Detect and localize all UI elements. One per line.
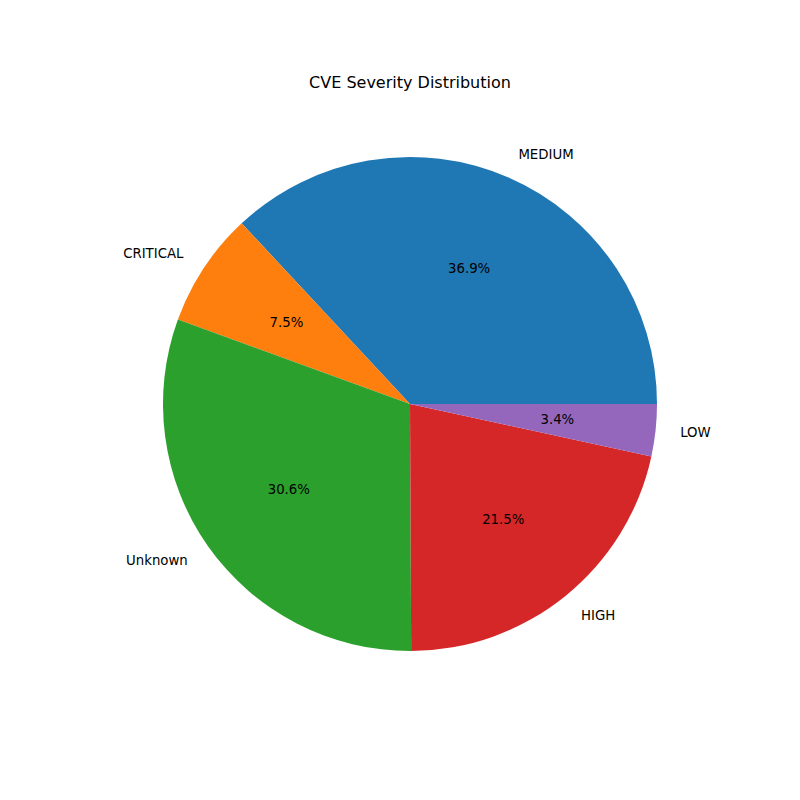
chart-container: CVE Severity Distribution MEDIUM 36.9% CRIT… (0, 0, 800, 800)
title: CVE Severity Distribution (309, 73, 511, 92)
pie-slice (163, 320, 411, 651)
chart: CVE Severity Distribution MEDIUM 36.9% CRIT… (0, 0, 800, 800)
data-label: 21.5% (482, 512, 524, 527)
slices (163, 157, 657, 651)
category-label: HIGH (581, 608, 615, 623)
category-label: Unknown (126, 553, 188, 568)
data-label: 7.5% (270, 315, 304, 330)
data-label: 30.6% (268, 482, 310, 497)
labels: MEDIUM 36.9% CRITICAL 7.5% Unknown 30.6% HIGH 2… (123, 147, 711, 622)
pie-slice (410, 404, 657, 456)
data-label: 36.9% (448, 261, 490, 276)
category-label: CRITICAL (123, 246, 184, 261)
category-label: LOW (680, 425, 711, 440)
background (0, 0, 800, 800)
data-label: 3.4% (540, 412, 574, 427)
category-label: MEDIUM (518, 147, 573, 162)
